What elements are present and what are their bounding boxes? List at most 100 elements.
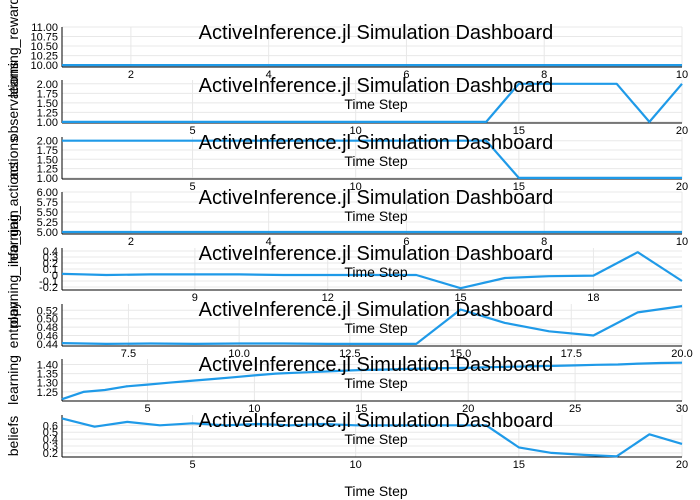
x-tick-label: 10 [350, 125, 362, 137]
x-tick-label: 5 [189, 459, 195, 471]
y-tick-label: 0.5 [43, 427, 58, 439]
y-tick-label: 0.6 [43, 420, 58, 432]
series-line [62, 82, 683, 124]
panel-y-axis-label: planning_info_gain [5, 210, 21, 328]
x-tick-label: 25 [569, 403, 581, 415]
y-tick-label: 1.00 [37, 117, 58, 129]
y-tick-label: 1.75 [37, 145, 58, 157]
x-tick-label: 10 [248, 403, 260, 415]
x-tick-label: 15 [355, 403, 367, 415]
x-tick-label: 2 [128, 69, 134, 81]
panel-x-axis-label: Time Step [344, 320, 407, 336]
panel-6: 7.5 10.0 12.5 15.0 17.5 20.0 0.440.460.480.500… [5, 299, 693, 360]
x-tick-label: 6 [403, 69, 409, 81]
panel-title: ActiveInference.jl Simulation Dashboard [199, 75, 554, 97]
x-tick-label: 15 [513, 181, 525, 193]
x-tick-label: 10 [676, 69, 688, 81]
x-tick-label: 10 [676, 236, 688, 248]
y-tick-label: 10.75 [30, 32, 58, 44]
series-line [61, 417, 683, 458]
y-tick-label: -0.1 [39, 276, 58, 288]
x-tick-label: 20 [676, 125, 688, 137]
y-tick-label: 10.25 [30, 51, 58, 63]
panel-title: ActiveInference.jl Simulation Dashboard [199, 243, 554, 265]
bottom-x-axis-label: Time Step [344, 483, 407, 499]
y-tick-label: 1.25 [37, 387, 58, 399]
x-tick-label: 2 [128, 236, 134, 248]
y-tick-label: 1.00 [37, 173, 58, 185]
y-tick-label: 5.00 [37, 227, 58, 239]
x-tick-label: 30 [676, 403, 688, 415]
series-line [61, 251, 683, 290]
panel-x-axis-label: Time Step [344, 96, 407, 112]
y-tick-label: 0.46 [37, 331, 58, 343]
panel-x-axis-label: Time Step [344, 264, 407, 280]
y-tick-label: 5.50 [37, 207, 58, 219]
y-tick-label: 2.00 [37, 79, 58, 91]
y-tick-label: 10.00 [30, 60, 58, 72]
y-tick-label: 1.50 [37, 98, 58, 110]
y-tick-label: 0.3 [43, 252, 58, 264]
x-tick-label: 5 [144, 403, 150, 415]
panel-title: ActiveInference.jl Simulation Dashboard [199, 22, 554, 44]
y-tick-label: 0.44 [37, 339, 58, 351]
y-tick-label: 0 [52, 270, 58, 282]
panel-7: 5 10 15 20 25 30 1.251.301.351.40 ActiveInferen… [5, 354, 688, 415]
y-tick-label: 1.50 [37, 154, 58, 166]
x-tick-label: 9 [192, 292, 198, 304]
panel-x-axis-label: Time Step [344, 153, 407, 169]
x-tick-label: 10 [350, 459, 362, 471]
x-tick-label: 15.0 [450, 348, 471, 360]
panel-x-axis-label: Time Step [344, 431, 407, 447]
y-tick-label: 0.3 [43, 441, 58, 453]
x-tick-label: 8 [541, 69, 547, 81]
y-tick-label: 1.40 [37, 359, 58, 371]
x-tick-label: 4 [266, 236, 272, 248]
x-tick-label: 15 [513, 125, 525, 137]
panel-y-axis-label: learning [5, 355, 21, 405]
y-tick-label: 0.52 [37, 305, 58, 317]
y-tick-label: 1.75 [37, 88, 58, 100]
x-tick-label: 17.5 [561, 348, 582, 360]
x-tick-label: 15 [513, 459, 525, 471]
x-tick-label: 18 [587, 292, 599, 304]
x-tick-label: 12 [322, 292, 334, 304]
x-tick-label: 12.5 [339, 348, 360, 360]
x-tick-label: 10 [350, 181, 362, 193]
y-tick-label: 0.2 [43, 448, 58, 460]
y-tick-label: 5.75 [37, 197, 58, 209]
x-tick-label: 5 [189, 181, 195, 193]
y-tick-label: 0.2 [43, 258, 58, 270]
y-tick-label: 1.30 [37, 378, 58, 390]
y-tick-label: 1.25 [37, 107, 58, 119]
x-tick-label: 10.0 [228, 348, 249, 360]
panel-x-axis-label: Time Step [344, 375, 407, 391]
y-tick-label: 0.4 [43, 434, 58, 446]
panel-2: 5 10 15 20 1.001.251.501.752.00 ActiveInferen… [5, 62, 688, 141]
y-tick-label: 1.25 [37, 164, 58, 176]
y-tick-label: 1.35 [37, 369, 58, 381]
x-tick-label: 20.0 [671, 348, 692, 360]
panel-y-axis-label: actions [5, 136, 21, 180]
panel-y-axis-label: learning_actions [5, 162, 21, 264]
y-tick-label: 10.50 [30, 41, 58, 53]
series-line [61, 305, 683, 345]
panel-title: ActiveInference.jl Simulation Dashboard [199, 299, 554, 321]
x-tick-label: 4 [266, 69, 272, 81]
series-line [61, 361, 683, 401]
panel-title: ActiveInference.jl Simulation Dashboard [199, 410, 554, 432]
y-tick-label: 0.50 [37, 314, 58, 326]
series-line [62, 139, 682, 179]
panel-4: 2 4 6 8 10 5.005.255.505.756.00 ActiveInferenc… [5, 162, 688, 264]
x-tick-label: 20 [676, 459, 688, 471]
x-tick-label: 7.5 [121, 348, 136, 360]
x-tick-label: 5 [189, 125, 195, 137]
panel-y-axis-label: learning_reward [5, 0, 21, 97]
panel-5: 9 12 15 18 -0.2-0.100.10.20.30.4 ActiveInfere… [5, 210, 683, 328]
panel-y-axis-label: beliefs [5, 416, 21, 456]
y-tick-label: 5.25 [37, 217, 58, 229]
y-tick-label: 0.48 [37, 322, 58, 334]
y-tick-label: 0.1 [43, 264, 58, 276]
panel-title: ActiveInference.jl Simulation Dashboard [199, 132, 554, 154]
